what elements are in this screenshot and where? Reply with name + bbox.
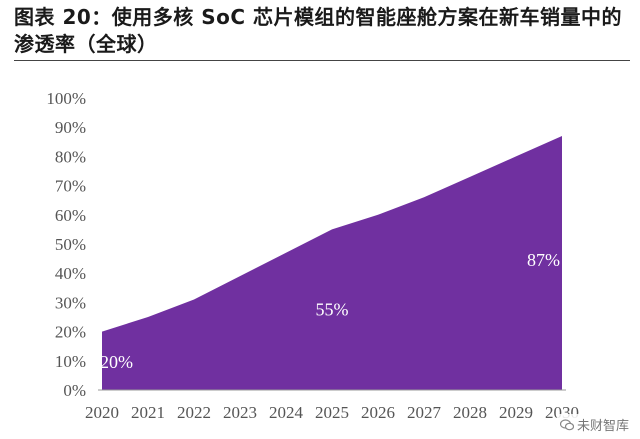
x-tick-label: 2028: [453, 403, 487, 422]
x-tick-label: 2020: [85, 403, 119, 422]
x-tick-label: 2025: [315, 403, 349, 422]
y-tick-label: 80%: [55, 147, 86, 166]
y-tick-label: 50%: [55, 235, 86, 254]
x-tick-label: 2029: [499, 403, 533, 422]
data-label: 87%: [527, 250, 560, 270]
x-tick-label: 2022: [177, 403, 211, 422]
y-tick-label: 20%: [55, 323, 86, 342]
series-area: [102, 135, 562, 390]
watermark: 未财智库: [556, 414, 632, 435]
data-label: 55%: [316, 299, 349, 319]
x-axis: 2020 2021 2022 2023 2024 2025 2026 2027 2028 2029…: [85, 389, 579, 422]
y-tick-label: 100%: [46, 89, 86, 108]
data-labels: 20% 55% 87%: [100, 250, 560, 372]
x-tick-label: 2024: [269, 403, 304, 422]
area-layer: [102, 135, 562, 390]
y-tick-label: 0%: [63, 381, 86, 400]
x-tick-label: 2026: [361, 403, 395, 422]
title-divider: [14, 60, 630, 61]
y-tick-label: 90%: [55, 118, 86, 137]
y-tick-label: 60%: [55, 206, 86, 225]
figure-title: 图表 20：使用多核 SoC 芯片模组的智能座舱方案在新车销量中的渗透率（全球）: [14, 5, 623, 56]
watermark-text: 未财智库: [576, 419, 629, 434]
y-axis: 0% 10% 20% 30% 40% 50% 60% 70% 80% 90% 100%: [46, 89, 86, 400]
y-tick-label: 40%: [55, 264, 86, 283]
data-label: 20%: [100, 352, 133, 372]
y-tick-label: 70%: [55, 177, 86, 196]
x-tick-label: 2027: [407, 403, 442, 422]
x-tick-label: 2023: [223, 403, 257, 422]
figure-title-block: 图表 20：使用多核 SoC 芯片模组的智能座舱方案在新车销量中的渗透率（全球）: [14, 4, 626, 58]
wechat-icon: [559, 418, 574, 430]
area-chart: 0%10%20%30%40%50%60%70%80%90%100% 2020 20…: [46, 89, 579, 422]
y-tick-label: 30%: [55, 293, 86, 312]
x-tick-label: 2021: [131, 403, 165, 422]
y-tick-label: 10%: [55, 352, 86, 371]
